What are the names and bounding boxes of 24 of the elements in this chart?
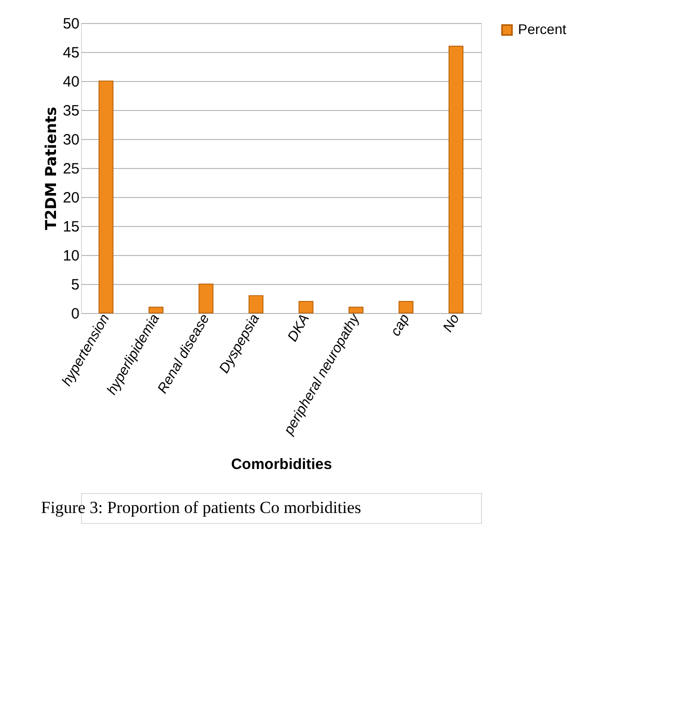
legend-label: Percent — [518, 21, 566, 37]
y-tick-label: 35 — [62, 102, 80, 120]
y-tick-label: 40 — [62, 74, 80, 90]
y-tick-label: 10 — [62, 248, 80, 264]
x-axis-title: Comorbidities — [231, 456, 332, 473]
y-tick-label: 50 — [62, 16, 80, 32]
x-tick-label: cap — [386, 310, 412, 339]
bar — [298, 301, 314, 314]
bar — [98, 80, 114, 314]
bar — [348, 306, 364, 314]
caption: Figure 3: Proportion of patients Co morbidities — [41, 498, 362, 517]
bar — [398, 301, 414, 314]
bar — [148, 306, 164, 314]
y-tick-label: 45 — [62, 44, 80, 62]
bar — [198, 284, 214, 314]
y-tick-label: 5 — [71, 276, 80, 294]
y-tick-label: 20 — [62, 190, 80, 206]
bar — [248, 295, 264, 314]
y-axis-title: T2DM Patients — [42, 106, 60, 230]
bar — [448, 46, 464, 314]
y-tick-label: 25 — [62, 160, 80, 178]
y-tick-label: 15 — [62, 218, 80, 236]
x-tick-label: No — [439, 310, 462, 335]
y-tick-label: 30 — [62, 132, 80, 148]
